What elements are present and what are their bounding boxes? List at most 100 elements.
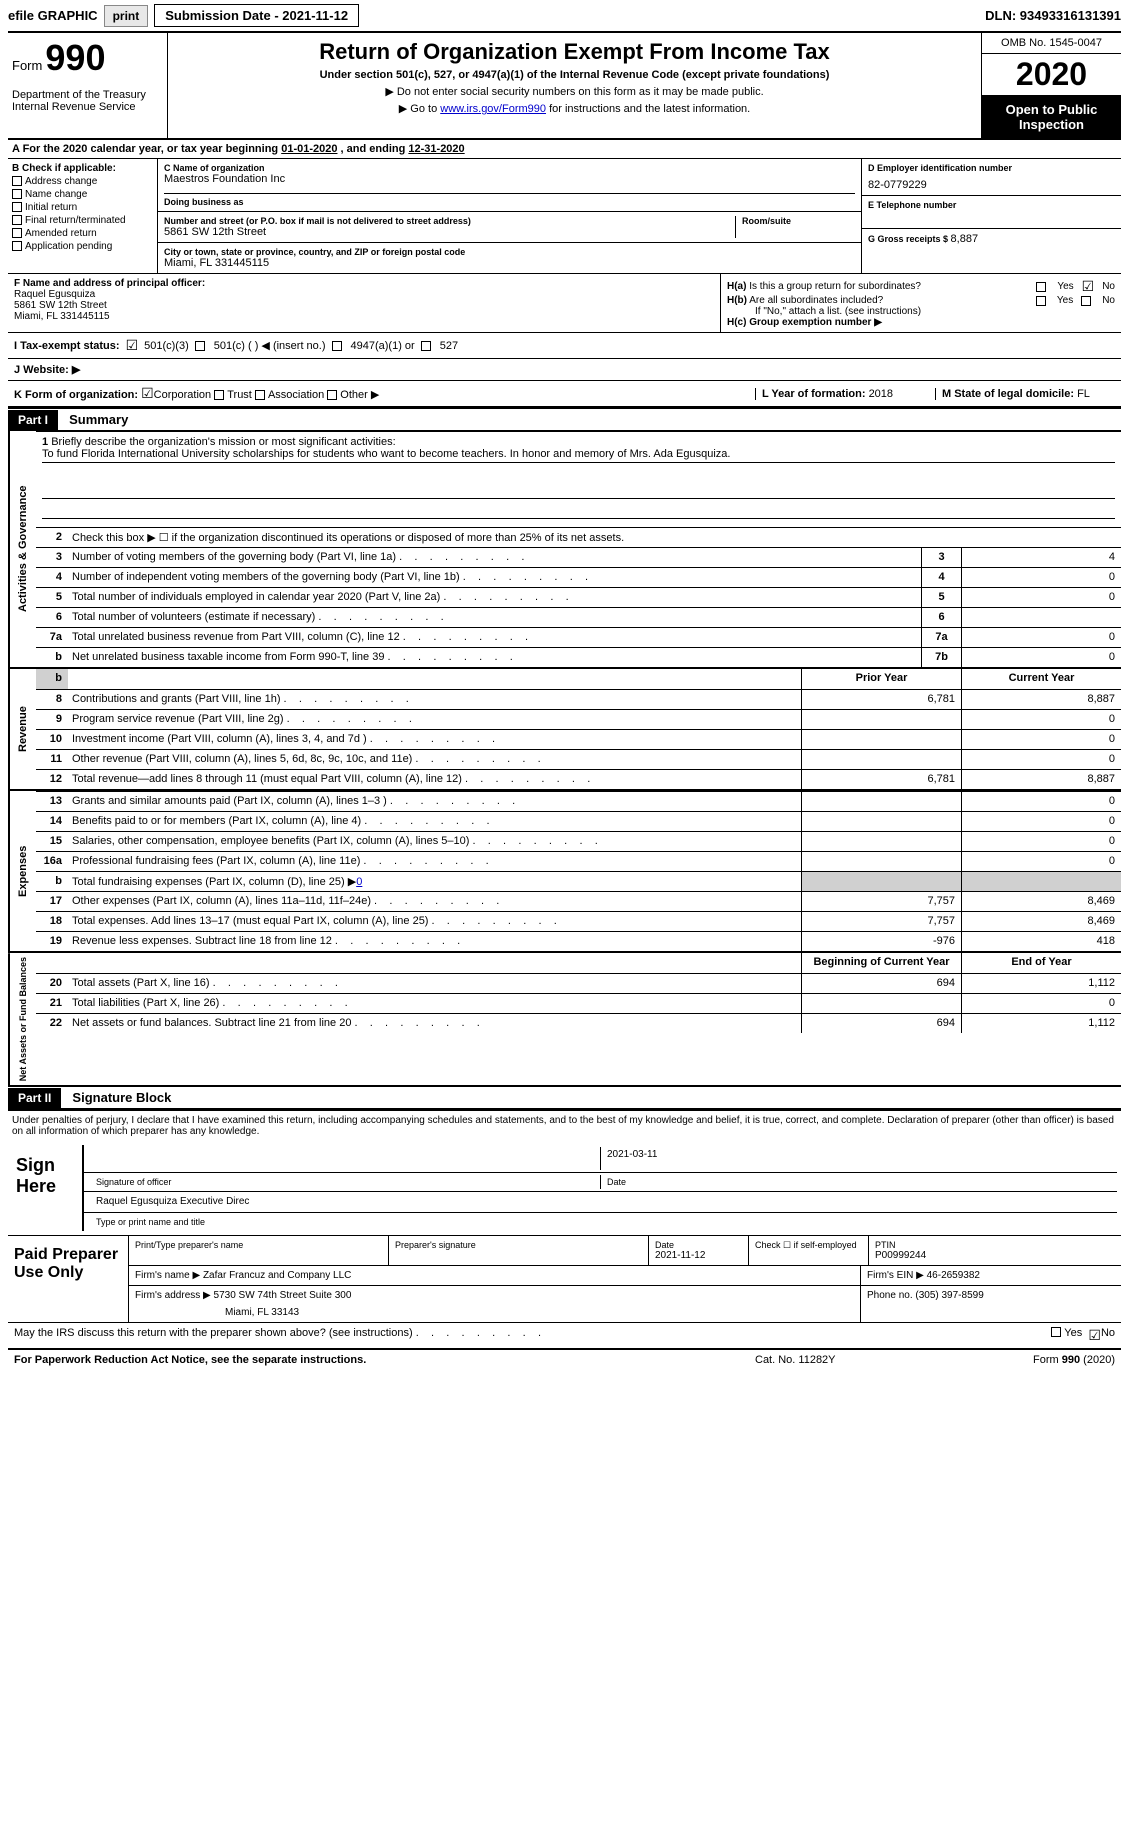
ha-no-chk[interactable]: ☑: [1082, 278, 1095, 295]
info-grid: B Check if applicable: Address change Na…: [8, 159, 1121, 274]
sign-here-label: Sign Here: [12, 1145, 82, 1231]
line-14-curr: 0: [961, 812, 1121, 831]
ein-label: D Employer identification number: [868, 163, 1115, 173]
chk-other[interactable]: [327, 390, 337, 400]
expenses-side-label: Expenses: [8, 791, 36, 951]
prep-h3: Date: [655, 1240, 742, 1250]
hb-text: Are all subordinates included?: [749, 295, 883, 306]
chk-app-pending[interactable]: [12, 241, 22, 251]
line-4-num: 4: [36, 568, 68, 587]
sig-officer-field[interactable]: [90, 1147, 600, 1170]
chk-initial-return[interactable]: [12, 202, 22, 212]
row-j-label: J Website: ▶: [14, 363, 80, 376]
l-label: L Year of formation:: [762, 388, 869, 400]
line2-num: 2: [36, 528, 68, 547]
line-15-text: Salaries, other compensation, employee b…: [68, 832, 801, 851]
sig-name-title: Raquel Egusquiza Executive Direc: [90, 1194, 1111, 1210]
instr2-pre: ▶ Go to: [399, 103, 440, 115]
line-b-val[interactable]: 0: [356, 876, 362, 888]
lbl-app-pending: Application pending: [25, 241, 112, 252]
part2-header: Part II Signature Block: [8, 1087, 1121, 1109]
firm-label: Firm's name ▶: [135, 1270, 203, 1281]
form-id-cell: Form 990 Department of the Treasury Inte…: [8, 33, 168, 138]
chk-assoc[interactable]: [255, 390, 265, 400]
line-7a-text: Total unrelated business revenue from Pa…: [68, 628, 921, 647]
lbl-address-change: Address change: [25, 176, 97, 187]
sig-date-label: Date: [600, 1175, 1111, 1189]
discuss-yes-label: Yes: [1064, 1327, 1082, 1344]
part1-title: Summary: [61, 409, 136, 430]
line-21-curr: 0: [961, 994, 1121, 1013]
line-16a-prior: [801, 852, 961, 871]
period-end: 12-31-2020: [408, 143, 464, 155]
footer-row: For Paperwork Reduction Act Notice, see …: [8, 1348, 1121, 1370]
section-de: D Employer identification number 82-0779…: [861, 159, 1121, 273]
line-20-curr: 1,112: [961, 974, 1121, 993]
line-b-num: b: [36, 872, 68, 891]
line-12-curr: 8,887: [961, 770, 1121, 789]
gross-receipts-label: G Gross receipts $: [868, 234, 951, 244]
expenses-section: Expenses 13 Grants and similar amounts p…: [8, 789, 1121, 951]
revenue-side-label: Revenue: [8, 669, 36, 789]
mission-label: Briefly describe the organization's miss…: [51, 436, 395, 448]
ein-value: 82-0779229: [868, 179, 1115, 191]
governance-section: Activities & Governance 1 Briefly descri…: [8, 431, 1121, 667]
line-8-curr: 8,887: [961, 690, 1121, 709]
line-13-num: 13: [36, 792, 68, 811]
chk-name-change[interactable]: [12, 189, 22, 199]
sig-date-val: 2021-03-11: [600, 1147, 1111, 1170]
line-8-text: Contributions and grants (Part VIII, lin…: [68, 690, 801, 709]
street-label: Number and street (or P.O. box if mail i…: [164, 216, 735, 226]
firm-ein-label: Firm's EIN ▶: [867, 1270, 927, 1281]
lbl-assoc: Association: [268, 389, 324, 401]
print-button[interactable]: print: [104, 5, 149, 27]
chk-4947[interactable]: [332, 341, 342, 351]
chk-amended[interactable]: [12, 228, 22, 238]
hb-yes-chk[interactable]: [1036, 296, 1046, 306]
line-19-prior: -976: [801, 932, 961, 951]
line-14-text: Benefits paid to or for members (Part IX…: [68, 812, 801, 831]
hb-no-chk[interactable]: [1081, 296, 1091, 306]
line-9-curr: 0: [961, 710, 1121, 729]
line-22-text: Net assets or fund balances. Subtract li…: [68, 1014, 801, 1033]
ha-yes-chk[interactable]: [1036, 282, 1046, 292]
prep-h4: Check ☐ if self-employed: [749, 1236, 869, 1265]
line-20-prior: 694: [801, 974, 961, 993]
line-19-curr: 418: [961, 932, 1121, 951]
discuss-yes-chk[interactable]: [1051, 1327, 1061, 1337]
signature-section: Under penalties of perjury, I declare th…: [8, 1109, 1121, 1235]
sig-officer-label: Signature of officer: [90, 1175, 600, 1189]
dba-label: Doing business as: [164, 193, 855, 207]
part1-badge: Part I: [8, 410, 58, 430]
city-value: Miami, FL 331445115: [164, 257, 855, 269]
line-7a-val: 0: [961, 628, 1121, 647]
chk-527[interactable]: [421, 341, 431, 351]
line-10-num: 10: [36, 730, 68, 749]
line-13-curr: 0: [961, 792, 1121, 811]
chk-trust[interactable]: [214, 390, 224, 400]
prep-ptin: P00999244: [875, 1250, 1115, 1261]
chk-501c3[interactable]: ☑: [126, 337, 139, 354]
irs-link[interactable]: www.irs.gov/Form990: [440, 103, 546, 115]
preparer-label: Paid Preparer Use Only: [8, 1236, 128, 1322]
instr-line-2: ▶ Go to www.irs.gov/Form990 for instruct…: [178, 102, 971, 115]
current-year-header: Current Year: [961, 669, 1121, 689]
line-17-text: Other expenses (Part IX, column (A), lin…: [68, 892, 801, 911]
part2-title: Signature Block: [64, 1087, 179, 1108]
line-3-text: Number of voting members of the governin…: [68, 548, 921, 567]
line-22-num: 22: [36, 1014, 68, 1033]
title-cell: Return of Organization Exempt From Incom…: [168, 33, 981, 138]
discuss-text: May the IRS discuss this return with the…: [14, 1327, 1051, 1344]
line-5-col: 5: [921, 588, 961, 607]
lbl-501c: 501(c) ( ) ◀ (insert no.): [214, 339, 326, 352]
line-5-text: Total number of individuals employed in …: [68, 588, 921, 607]
netassets-section: Net Assets or Fund Balances Beginning of…: [8, 951, 1121, 1087]
line-10-prior: [801, 730, 961, 749]
chk-final-return[interactable]: [12, 215, 22, 225]
hb-note: If "No," attach a list. (see instruction…: [727, 306, 1115, 317]
discuss-no-chk[interactable]: ☑: [1088, 1327, 1101, 1344]
chk-address-change[interactable]: [12, 176, 22, 186]
prior-year-header: Prior Year: [801, 669, 961, 689]
chk-501c[interactable]: [195, 341, 205, 351]
chk-corp[interactable]: ☑: [141, 385, 154, 401]
